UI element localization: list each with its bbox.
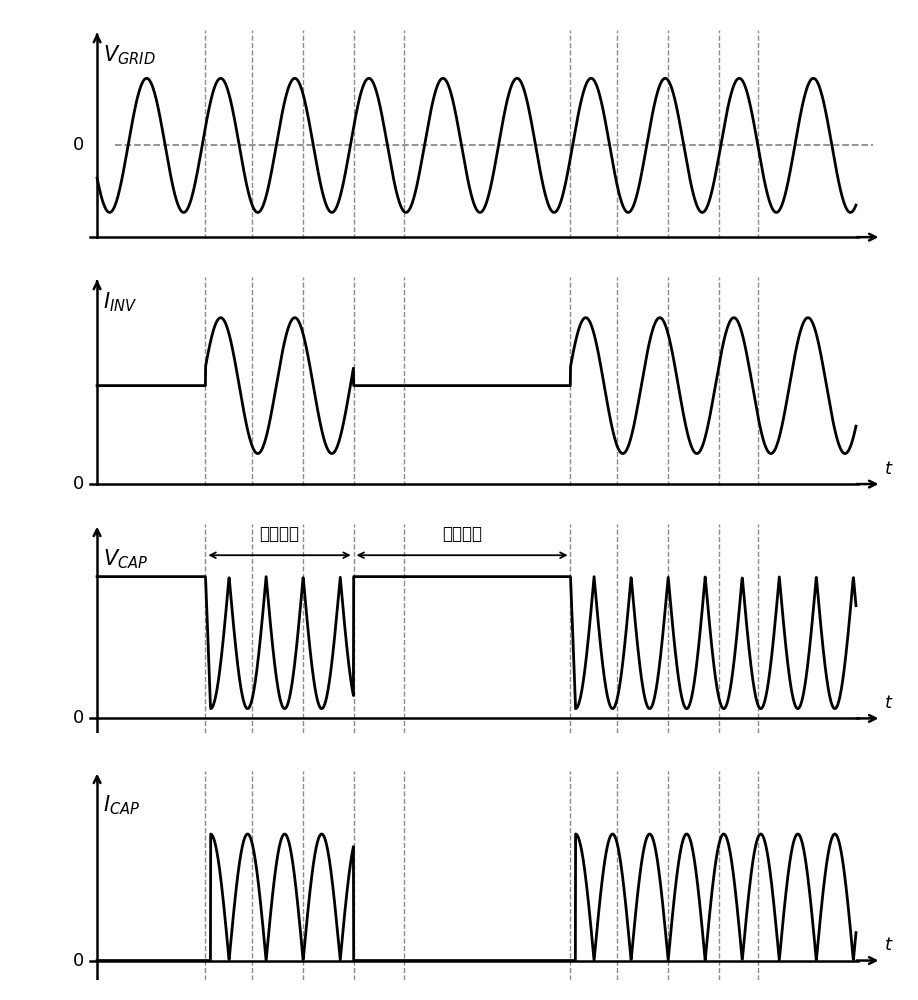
Text: $V_{GRID}$: $V_{GRID}$	[103, 44, 155, 67]
Text: $I_{INV}$: $I_{INV}$	[103, 290, 137, 314]
Text: $I_{CAP}$: $I_{CAP}$	[103, 794, 140, 817]
Text: 0: 0	[73, 952, 84, 970]
Text: 封波时间: 封波时间	[442, 525, 482, 543]
Text: $V_{CAP}$: $V_{CAP}$	[103, 547, 148, 571]
Text: 0: 0	[73, 136, 84, 154]
Text: t: t	[885, 936, 892, 954]
Text: 0: 0	[73, 709, 84, 727]
Text: 扝动时间: 扝动时间	[260, 525, 299, 543]
Text: t: t	[885, 460, 892, 478]
Text: 0: 0	[73, 475, 84, 493]
Text: t: t	[885, 694, 892, 712]
